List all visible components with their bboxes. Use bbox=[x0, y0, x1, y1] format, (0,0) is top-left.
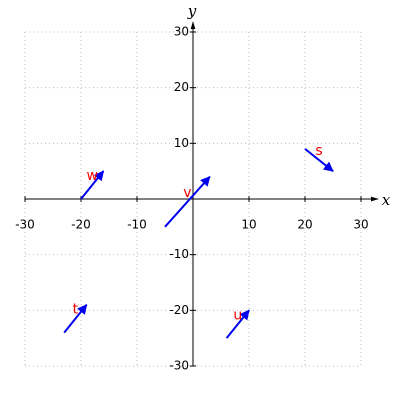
vector-label: s bbox=[315, 143, 322, 159]
y-tick-label: 30 bbox=[174, 25, 189, 39]
x-axis-label: x bbox=[382, 191, 391, 209]
x-tick-label: -30 bbox=[15, 218, 35, 232]
y-tick-label: -30 bbox=[169, 359, 189, 373]
y-tick-label: 20 bbox=[174, 80, 189, 94]
vector-arrow bbox=[304, 148, 334, 172]
vector-arrow bbox=[225, 309, 250, 339]
vector-label: w bbox=[86, 168, 97, 184]
vector-arrow bbox=[164, 175, 211, 228]
y-tick-label: -20 bbox=[169, 303, 189, 317]
vector-label: v bbox=[183, 185, 191, 201]
y-axis-label: y bbox=[187, 2, 197, 20]
vector-arrow bbox=[80, 170, 105, 200]
vector-label: u bbox=[233, 307, 242, 323]
x-tick-label: 10 bbox=[241, 218, 256, 232]
x-tick-label: 20 bbox=[297, 218, 312, 232]
y-tick-label: -10 bbox=[169, 247, 189, 261]
y-tick-label: 10 bbox=[174, 136, 189, 150]
x-tick-label: 30 bbox=[353, 218, 368, 232]
x-tick-label: -20 bbox=[71, 218, 91, 232]
vector-arrow bbox=[63, 303, 88, 334]
vector-label: t bbox=[73, 302, 79, 318]
x-tick-label: -10 bbox=[127, 218, 147, 232]
